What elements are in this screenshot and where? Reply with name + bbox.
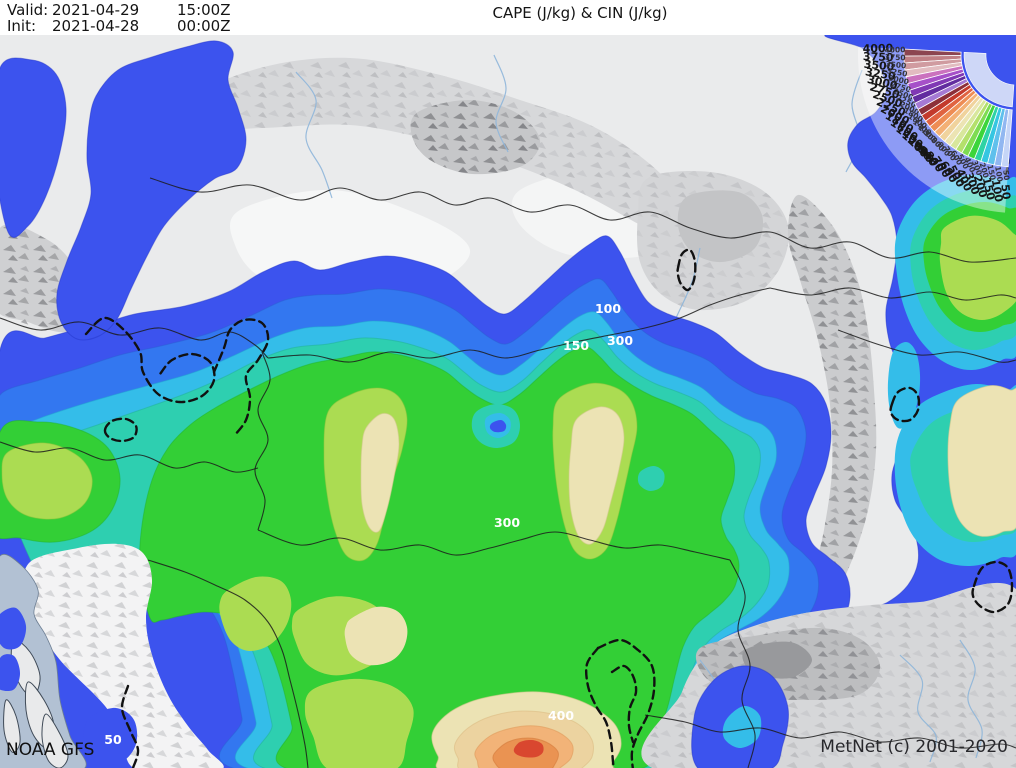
cape-blob-coast [83,707,138,766]
cape-pocket-cyan [722,705,762,748]
cape-pocket-teal [637,465,665,492]
cape-region-cream [947,385,1016,537]
legend-value-label-small: 3750 [885,52,906,62]
contour-value-label: 150 [563,338,589,353]
cape-region-cream [344,606,408,666]
legend-label-band [857,46,1009,213]
legend-value-label-small: 50 [1001,170,1011,181]
page-title: CAPE (J/kg) & CIN (J/kg) [492,4,668,22]
init-label: Init: [7,17,37,35]
legend-value-label-small: 100 [993,166,1004,183]
contour-value-label: 300 [494,515,520,530]
country-borders [0,177,1016,768]
adriatic-sea [0,553,87,768]
valid-label: Valid: [7,1,49,19]
cape-blob-coast [0,654,21,692]
legend-value-label: 200 [971,173,990,199]
contour-value-label: 400 [548,708,574,723]
cape-region-cream [360,412,400,533]
legend-value-label: 4000 [862,42,893,56]
legend-value-label: 3500 [863,58,895,74]
cape-region-cream [568,406,625,545]
legend-value-label-small: 3500 [885,59,907,70]
contour-labels: 100 150 300 300 400 50 [104,301,633,747]
contour-value-label: 300 [607,333,633,348]
legend-value-label: 3250 [864,65,897,83]
cape-region-cyan [887,342,921,429]
island [41,713,69,768]
contour-value-label: 50 [104,732,122,747]
mountain-texture [23,543,224,768]
mountain-texture [410,100,541,175]
mountain-cluster [677,190,764,263]
terrain-overlay-layer [0,543,1016,768]
cin-contours [84,144,1014,768]
copyright-label: MetNet (c) 2001-2020 [820,737,1008,757]
header-bar: Valid: 2021-04-29 15:00Z Init: 2021-04-2… [0,0,1016,35]
valid-date: 2021-04-29 [52,1,140,19]
cape-blob-coast [0,607,27,650]
legend-value-label: 50 [998,184,1013,201]
legend-wedge [1000,109,1013,168]
cape-region-yellow-green [304,678,414,768]
legend-value-label-small: 3250 [886,66,908,78]
legend-value-label: 3750 [863,50,894,64]
contour-value-label: 100 [595,301,621,316]
init-time: 00:00Z [177,17,231,35]
legend-color-scale: 4000400037503750350035003250325030003000… [857,42,1015,213]
mountain-texture [787,194,877,606]
legend-value-label-small: 150 [985,164,997,181]
cape-region-blue [0,57,67,238]
cape-region-red [513,739,544,758]
legend-value-label: 100 [989,178,1006,203]
legend-cin-ring [963,51,1015,108]
init-date: 2021-04-28 [52,17,140,35]
model-source-label: NOAA GFS [6,740,95,760]
legend-value-label-small: 4000 [884,45,905,54]
cape-region-yellow-green [939,215,1016,320]
cape-region-blue [56,40,247,341]
mountain-texture [172,57,719,257]
cape-pocket-blue [489,419,507,433]
island [3,699,21,753]
legend-value-label-small: 200 [978,162,991,180]
valid-time: 15:00Z [177,1,231,19]
legend-value-label: 150 [980,176,998,202]
